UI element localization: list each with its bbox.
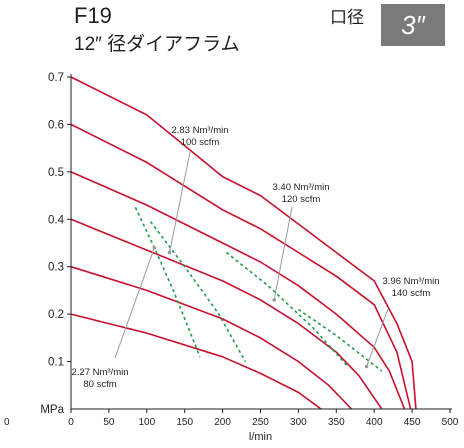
x-tick-label: 250 <box>252 417 269 428</box>
model-name: F19 <box>74 3 112 28</box>
air-consumption-scfm-label: 80 scfm <box>83 379 116 390</box>
y-tick-label: 0.4 <box>48 214 65 226</box>
annotation-pointer <box>273 206 293 301</box>
air-consumption-line-4 <box>297 308 383 372</box>
x-tick-label: 150 <box>176 417 193 428</box>
x-tick-label: 300 <box>290 417 307 428</box>
y-tick-label: 0.7 <box>48 72 64 84</box>
port-size-badge: 3″ <box>381 4 445 46</box>
annotation-pointer-tip <box>152 245 157 250</box>
y-tick-label: 0.1 <box>48 357 64 369</box>
air-consumption-label: 2.83 Nm³/min <box>171 125 228 136</box>
y-axis-unit: MPa <box>40 404 64 416</box>
pressure-curve-6 <box>70 313 322 410</box>
air-consumption-label: 3.40 Nm³/min <box>272 182 329 193</box>
x-tick-label: 400 <box>366 417 383 428</box>
pressure-curve-3 <box>70 171 406 410</box>
air-consumption-label: 3.96 Nm³/min <box>382 276 439 287</box>
y-tick-label: 0.5 <box>48 167 64 179</box>
port-size-label: 口径 <box>330 8 364 27</box>
pressure-curve-4 <box>70 218 383 410</box>
pressure-curve-5 <box>70 265 353 410</box>
x-tick-label: 0 <box>68 417 74 428</box>
axes: 0 50 100 150 200 250 300 350 400 450 500 0.1 0.2 0.3 0… <box>4 72 459 443</box>
pressure-curve-2 <box>70 123 412 410</box>
pressure-curve-1 <box>70 76 417 410</box>
annotation-pointer <box>366 308 389 367</box>
x-axis-unit: l/min <box>249 431 272 443</box>
annotation-pointer-tip <box>167 250 172 255</box>
annotation-pointer <box>169 151 191 253</box>
x-tick-label: 500 <box>442 417 459 428</box>
y-tick-label: 0.3 <box>48 262 64 274</box>
air-consumption-scfm-label: 120 scfm <box>282 194 321 205</box>
air-consumption-line-2 <box>149 221 246 362</box>
annotation-pointer-tip <box>272 298 276 302</box>
origin-tick-label: 0 <box>4 417 10 428</box>
x-tick-label: 450 <box>404 417 421 428</box>
air-consumption-scfm-label: 140 scfm <box>392 288 431 299</box>
air-consumption-scfm-label: 100 scfm <box>181 137 220 148</box>
air-consumption-line-3 <box>225 251 349 367</box>
x-tick-label: 100 <box>138 417 155 428</box>
annotation-pointer <box>114 247 155 359</box>
x-tick-label: 350 <box>328 417 345 428</box>
performance-curves <box>70 76 417 410</box>
x-tick-label: 200 <box>214 417 231 428</box>
air-consumption-curves <box>134 207 383 372</box>
annotation-pointer-tip <box>364 364 369 369</box>
air-consumption-line-1 <box>134 207 201 358</box>
x-tick-label: 50 <box>103 417 115 428</box>
y-tick-label: 0.2 <box>48 309 64 321</box>
y-tick-label: 0.6 <box>48 119 64 131</box>
air-consumption-label: 2.27 Nm³/min <box>71 367 128 378</box>
diaphragm-subtitle: 12″ 径ダイアフラム <box>74 34 240 55</box>
